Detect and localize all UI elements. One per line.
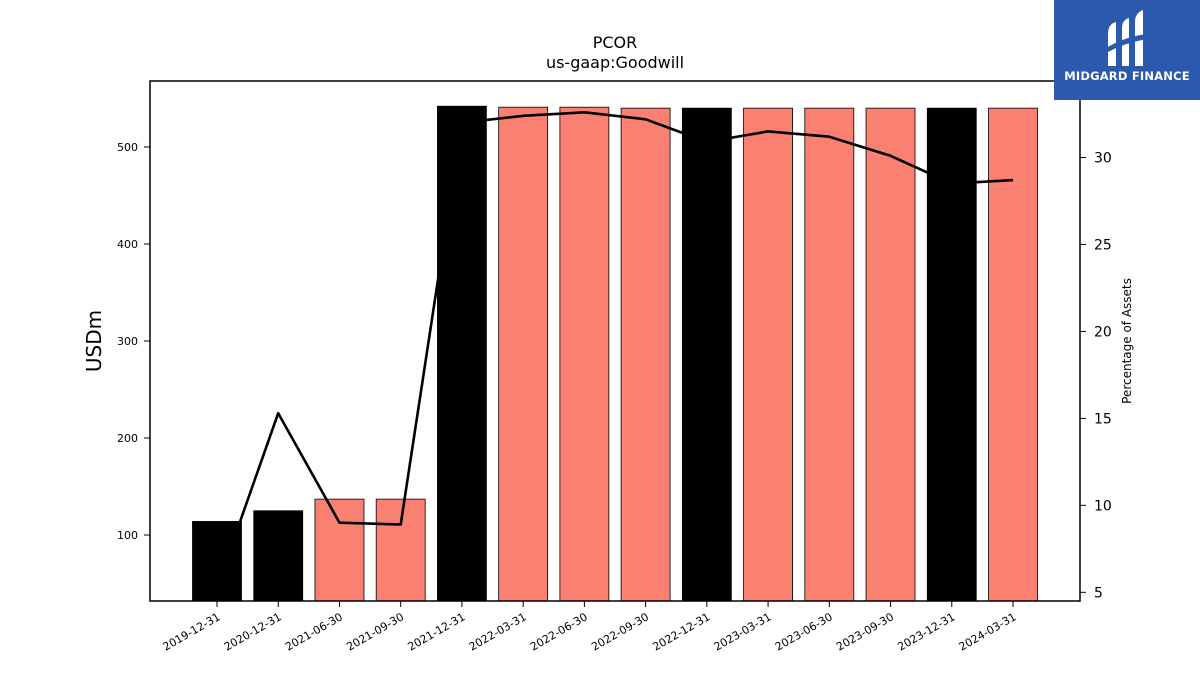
x-tick-label: 2023-06-30 — [773, 610, 835, 653]
chart-subtitle: us-gaap:Goodwill — [546, 53, 684, 72]
y2-tick-label: 15 — [1094, 411, 1112, 427]
x-tick-label: 2023-12-31 — [895, 610, 957, 653]
y-tick-label: 300 — [117, 335, 138, 348]
bar-2023-12-31 — [926, 107, 977, 602]
x-tick-label: 2021-09-30 — [344, 610, 406, 653]
bar-2021-09-30 — [375, 498, 426, 602]
bar-2021-06-30 — [314, 498, 365, 602]
x-tick-label: 2023-09-30 — [834, 610, 896, 653]
bar-2023-09-30 — [865, 107, 916, 602]
line-series — [215, 111, 1014, 588]
x-tick-label: 2021-06-30 — [283, 610, 345, 653]
y-tick-label: 100 — [117, 529, 138, 542]
company-logo: MIDGARD FINANCE — [1054, 0, 1200, 100]
bar-2019-12-31 — [192, 521, 242, 602]
x-tick-label: 2020-12-31 — [222, 610, 284, 653]
right-y-axis: 5 10 15 20 25 30 — [1080, 151, 1112, 601]
logo-mark-icon — [1106, 10, 1148, 66]
y2-tick-label: 10 — [1094, 498, 1112, 514]
x-tick-label: 2022-06-30 — [528, 610, 590, 653]
bar-2022-03-31 — [498, 106, 549, 602]
y2-tick-label: 20 — [1094, 324, 1112, 340]
x-tick-label: 2021-12-31 — [406, 610, 468, 653]
bar-series — [192, 105, 1038, 602]
x-tick-label: 2022-12-31 — [650, 610, 712, 653]
y-axis-label: USDm — [82, 310, 106, 372]
bar-2020-12-31 — [253, 510, 304, 602]
y2-tick-label: 30 — [1094, 151, 1112, 167]
y-tick-label: 200 — [117, 432, 138, 445]
x-tick-label: 2024-03-31 — [957, 610, 1019, 653]
x-axis: 2019-12-31 2020-12-31 2021-06-30 2021-09-30… — [161, 601, 1019, 654]
bar-2022-12-31 — [681, 107, 732, 602]
bar-2023-06-30 — [804, 107, 855, 602]
bar-2021-12-31 — [437, 105, 487, 602]
y2-tick-label: 5 — [1094, 585, 1103, 601]
percentage-of-assets-line — [215, 111, 1014, 588]
bar-2023-03-31 — [743, 107, 793, 602]
y-tick-label: 400 — [117, 238, 138, 251]
bar-2024-03-31 — [988, 107, 1038, 602]
left-y-axis: 100 200 300 400 500 — [117, 141, 150, 542]
bar-2022-06-30 — [559, 106, 610, 602]
x-tick-label: 2019-12-31 — [161, 610, 223, 653]
bar-2022-09-30 — [620, 107, 671, 602]
x-tick-label: 2022-03-31 — [467, 610, 529, 653]
y2-tick-label: 25 — [1094, 237, 1112, 253]
x-tick-label: 2022-09-30 — [589, 610, 651, 653]
logo-text: MIDGARD FINANCE — [1064, 69, 1190, 83]
chart-title: PCOR — [593, 33, 638, 52]
y-tick-label: 500 — [117, 141, 138, 154]
x-tick-label: 2023-03-31 — [712, 610, 774, 653]
y2-axis-label: Percentage of Assets — [1120, 278, 1134, 404]
